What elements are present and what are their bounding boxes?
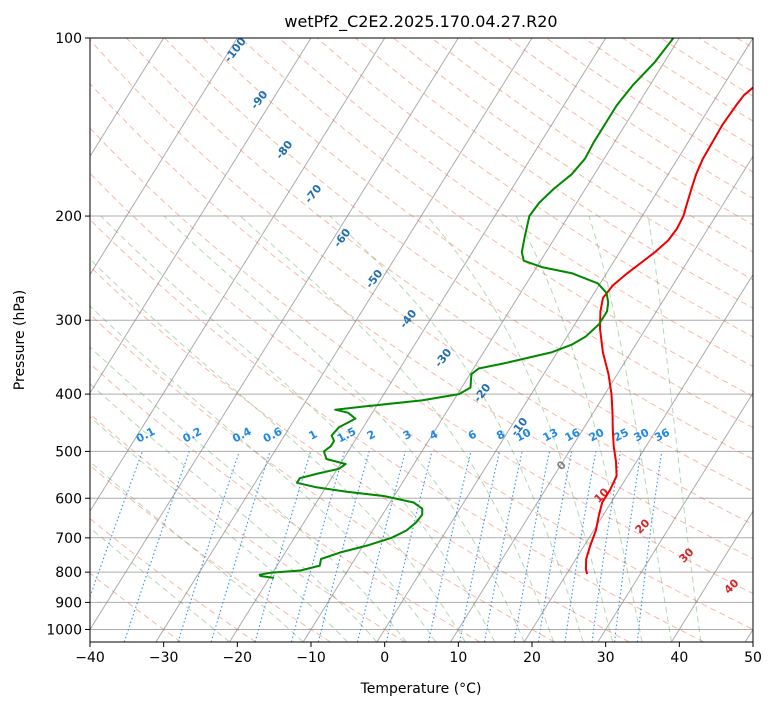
y-tick-label: 900 [55,595,82,611]
mixing-ratio-label: 36 [652,426,672,445]
x-tick-label: −10 [296,650,326,666]
x-tick-label: 40 [670,650,688,666]
moist-adiabat [90,346,407,642]
mixing-ratio-line [254,451,312,642]
y-tick-label: 100 [55,31,82,47]
mixing-ratio-line [177,451,240,642]
dry-adiabat [90,313,555,642]
dry-adiabat [164,38,753,460]
sounding-profiles [258,38,753,579]
mixing-ratio-label: 16 [563,426,583,445]
moist-adiabat [90,258,466,642]
x-axis-label: Temperature (°C) [360,681,482,697]
y-tick-label: 400 [55,387,82,403]
mixing-ratio-line [614,451,642,642]
moist-adiabat [329,215,584,642]
dry-adiabat [90,39,753,526]
y-tick-label: 700 [55,531,82,547]
mixing-ratio-label: 20 [587,426,607,445]
moist-adiabat [100,215,496,642]
isotherm [90,38,165,158]
temperature-profile [584,86,753,575]
x-tick-label: 50 [744,650,762,666]
plot-frame [89,37,754,643]
mixing-ratio-line [564,451,597,642]
y-axis-label: Pressure (hPa) [12,290,28,390]
isotherm [376,38,753,642]
isotherm [450,155,753,642]
isotherm [597,391,753,642]
dry-adiabat [90,218,705,642]
isotherm [90,38,459,631]
mixing-ratio-line [636,451,663,642]
isotherm [302,38,680,642]
y-tick-label: 800 [55,565,82,581]
mixing-ratio-line [317,451,370,642]
isotherm [523,273,753,642]
x-tick-label: 10 [449,650,467,666]
mixing-ratio-line [591,451,622,642]
mixing-ratio-label: 25 [611,426,631,445]
y-tick-label: 1000 [46,622,82,638]
dry-adiabat [90,172,753,631]
mixing-ratio-line [90,451,143,599]
isotherm [90,38,238,276]
mixing-ratio-line [123,451,190,642]
dewpoint-profile [258,38,675,579]
mixing-ratio-line [537,451,573,642]
mixing-ratio-line [356,451,406,642]
dry-adiabat [90,265,630,642]
mixing-ratio-line [210,451,271,642]
x-tick-label: −20 [223,650,253,666]
dry-adiabat [90,362,481,642]
dry-adiabat [316,38,753,338]
isotherm [90,38,312,394]
moist-adiabat [588,215,672,642]
moist-adiabat [90,416,348,642]
y-axis: 100 200 300 400 500 600 700 800 900 1000 [46,31,90,638]
moist-adiabat [647,215,702,642]
mixing-ratio-line [290,451,345,642]
isotherm [90,38,386,513]
mixing-ratio-label: 13 [541,426,561,445]
moist-adiabat [90,305,437,642]
x-tick-label: −30 [149,650,179,666]
x-tick-label: 30 [597,650,615,666]
reference-lines [90,38,753,642]
x-tick-label: 0 [380,650,389,666]
moist-adiabat [239,215,555,642]
isotherm [155,38,533,642]
isotherm [229,38,607,642]
dry-adiabat [90,127,753,595]
dry-adiabat [90,464,331,642]
dry-adiabat [90,517,256,642]
y-tick-label: 200 [55,209,82,225]
x-tick-label: 20 [523,650,541,666]
isotherm [671,510,753,642]
dry-adiabat [126,38,753,493]
x-tick-label: −40 [75,650,105,666]
mixing-ratio-label: 30 [632,426,652,445]
y-tick-label: 600 [55,491,82,507]
y-tick-label: 300 [55,313,82,329]
chart-title: wetPf2_C2E2.2025.170.04.27.R20 [284,12,557,32]
y-tick-label: 500 [55,444,82,460]
dry-adiabat [278,38,753,368]
mixing-ratio-label: 10 [514,426,534,445]
moist-adiabat [426,215,614,642]
moist-adiabat [163,215,525,642]
dry-adiabat [90,572,182,642]
x-axis: −40 −30 −20 −10 0 10 20 30 40 50 [75,642,762,666]
moist-adiabat [90,383,378,642]
